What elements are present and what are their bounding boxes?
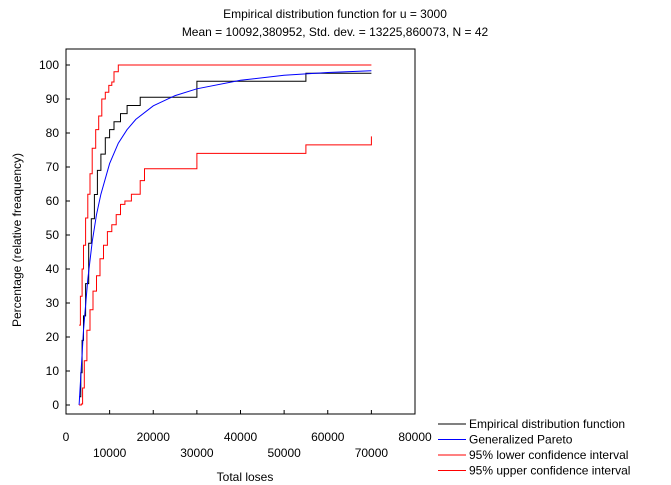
y-tick-label: 40: [46, 262, 60, 276]
series-lines: [78, 64, 372, 406]
y-tick-label: 60: [46, 194, 60, 208]
y-tick-label: 70: [46, 160, 60, 174]
y-tick-label: 80: [46, 126, 60, 140]
y-axis-label: Percentage (relative freaquency): [10, 153, 24, 327]
x-tick-label: 50000: [267, 446, 301, 460]
y-tick-label: 10: [46, 364, 60, 378]
x-axis-label: Total loses: [217, 470, 274, 484]
y-tick-label: 20: [46, 330, 60, 344]
x-tick-label: 10000: [93, 446, 127, 460]
chart-subtitle: Mean = 10092,380952, Std. dev. = 13225,8…: [182, 25, 489, 39]
x-tick-label: 0: [63, 430, 70, 444]
series-line-2: [78, 70, 372, 406]
plot-area: [65, 48, 416, 415]
x-tick-label: 70000: [355, 446, 389, 460]
y-tick-label: 90: [46, 92, 60, 106]
plot-frame: [65, 48, 416, 415]
y-axis: 0 10 20 30 40 50 60 70 80 90 100: [39, 58, 70, 412]
series-line-1: [79, 72, 372, 398]
x-axis: 0 20000 40000 60000 80000 10000 30000 50000 7000…: [63, 410, 432, 460]
y-tick-label: 30: [46, 296, 60, 310]
legend-label: Generalized Pareto: [469, 433, 573, 447]
legend-label: 95% upper confidence interval: [469, 464, 630, 478]
legend-label: 95% lower confidence interval: [469, 448, 628, 462]
legend: Empirical distribution function Generaliz…: [438, 417, 630, 478]
x-tick-label: 30000: [180, 446, 214, 460]
chart-title: Empirical distribution function for u = …: [223, 7, 447, 21]
x-tick-label: 60000: [311, 430, 345, 444]
legend-label: Empirical distribution function: [469, 417, 625, 431]
x-tick-label: 80000: [398, 430, 432, 444]
series-line-3: [79, 136, 372, 406]
y-tick-label: 0: [52, 398, 59, 412]
series-line-4: [79, 64, 372, 326]
x-tick-label: 40000: [224, 430, 258, 444]
x-tick-label: 20000: [137, 430, 171, 444]
y-tick-label: 50: [46, 228, 60, 242]
y-tick-label: 100: [39, 58, 59, 72]
